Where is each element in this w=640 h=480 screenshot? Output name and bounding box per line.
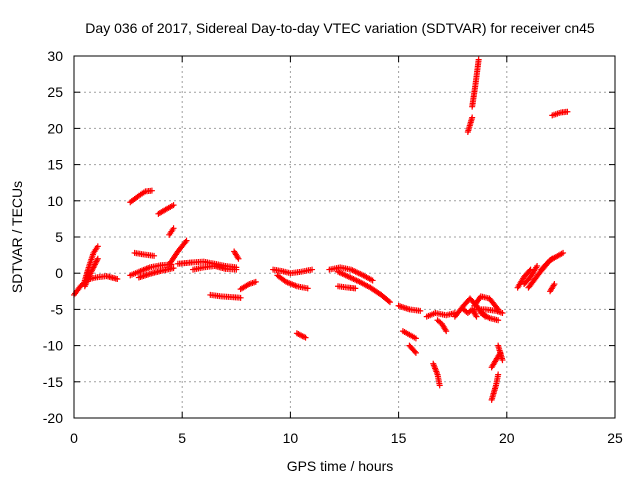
y-tick-label: -20 — [43, 410, 63, 426]
data-point — [417, 307, 424, 314]
y-tick-label: 30 — [47, 48, 63, 64]
data-point — [495, 317, 502, 324]
data-point — [182, 238, 189, 245]
chart-title: Day 036 of 2017, Sidereal Day-to-day VTE… — [85, 20, 595, 36]
data-point — [499, 310, 506, 317]
data-point — [252, 278, 259, 285]
x-tick-label: 20 — [499, 430, 515, 446]
x-tick-label: 15 — [391, 430, 407, 446]
y-tick-label: 10 — [47, 193, 63, 209]
data-point — [94, 255, 101, 262]
data-point — [412, 335, 419, 342]
data-point — [564, 108, 571, 115]
data-point — [499, 357, 506, 364]
data-point — [436, 382, 443, 389]
data-point — [170, 202, 177, 209]
y-tick-label: 15 — [47, 157, 63, 173]
data-point — [534, 262, 541, 269]
data-point — [469, 114, 476, 121]
tick-labels: 0 5 10 15 20 25 -20 -15 -10 -5 0 5 10 15 20 25 30 — [43, 48, 623, 446]
data-point — [473, 313, 480, 320]
y-axis-label: SDTVAR / TECUs — [9, 181, 25, 293]
data-point — [309, 266, 316, 273]
y-tick-label: -5 — [51, 301, 64, 317]
y-tick-label: -15 — [43, 374, 63, 390]
data-point — [369, 277, 376, 284]
data-point — [385, 298, 392, 305]
y-tick-label: -10 — [43, 338, 63, 354]
data-point — [302, 334, 309, 341]
data-point — [183, 237, 190, 244]
data-point — [495, 371, 502, 378]
x-tick-label: 0 — [70, 430, 78, 446]
data-point — [94, 243, 101, 250]
x-tick-label: 25 — [607, 430, 623, 446]
data-point — [233, 266, 240, 273]
data-point — [235, 255, 242, 262]
y-tick-label: 0 — [55, 265, 63, 281]
data-point — [386, 299, 393, 306]
data-point — [151, 252, 158, 259]
x-tick-label: 10 — [283, 430, 299, 446]
data-point — [551, 281, 558, 288]
y-tick-label: 25 — [47, 84, 63, 100]
data-point — [411, 348, 418, 355]
data-points — [71, 56, 571, 403]
data-point — [170, 225, 177, 232]
data-point — [237, 294, 244, 301]
y-tick-label: 5 — [55, 229, 63, 245]
y-tick-label: 20 — [47, 120, 63, 136]
data-point — [475, 56, 482, 63]
grid-lines — [74, 56, 615, 418]
data-point — [412, 349, 419, 356]
data-point — [549, 255, 556, 262]
data-point — [114, 275, 121, 282]
data-point — [443, 328, 450, 335]
data-point — [170, 265, 177, 272]
data-point — [148, 187, 155, 194]
data-point — [560, 249, 567, 256]
x-axis-label: GPS time / hours — [287, 458, 394, 474]
data-point — [304, 285, 311, 292]
x-tick-label: 5 — [178, 430, 186, 446]
plot-frame — [73, 55, 616, 419]
data-point — [352, 285, 359, 292]
